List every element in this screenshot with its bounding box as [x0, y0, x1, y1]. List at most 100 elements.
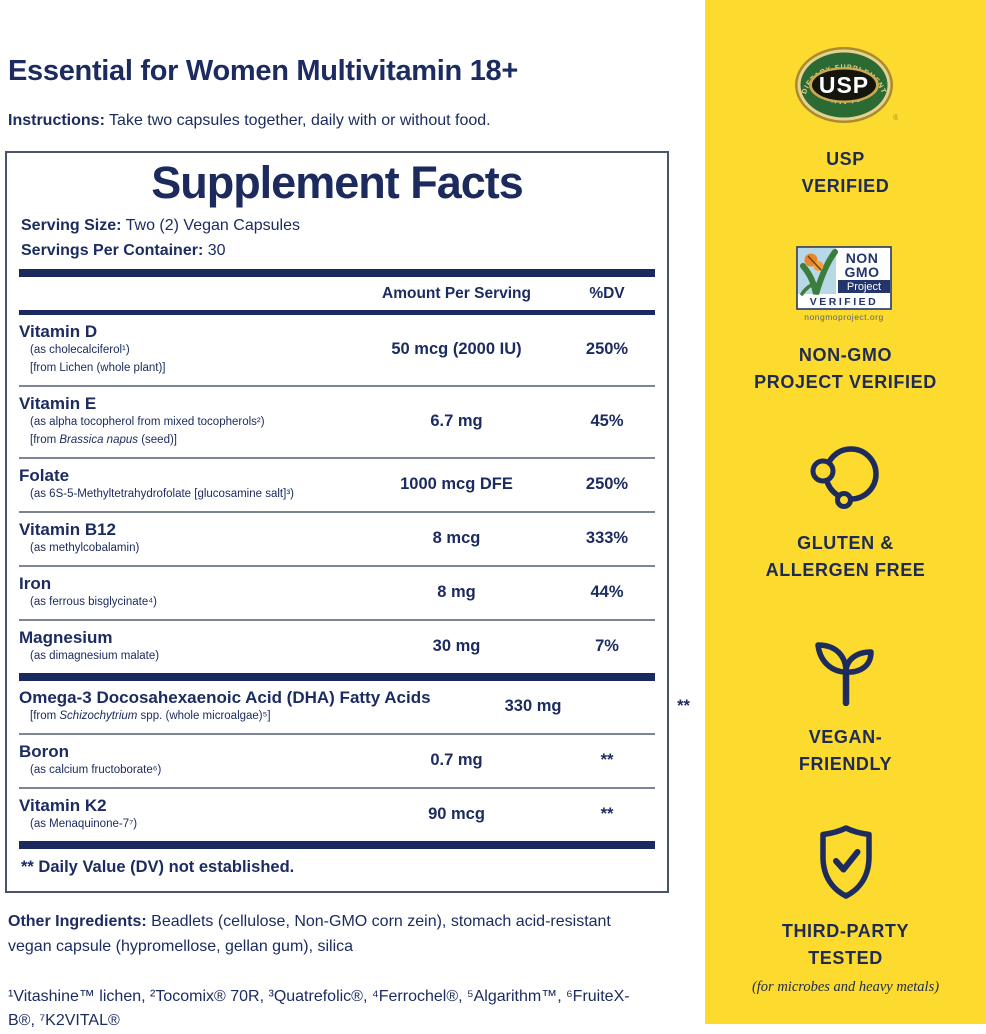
trademark-footnotes: ¹Vitashine™ lichen, ²Tocomix® 70R, ³Quat… — [8, 987, 630, 1030]
nutrient-row: Vitamin E (as alpha tocopherol from mixe… — [19, 387, 655, 457]
nutrient-amount: 6.7 mg — [430, 411, 483, 430]
nutrient-name-cell: Vitamin E (as alpha tocopherol from mixe… — [19, 393, 354, 450]
nongmo-label-line2: PROJECT VERIFIED — [754, 372, 937, 392]
nutrient-source-line: [from Schizochytrium spp. (whole microal… — [30, 710, 271, 723]
nutrient-amount: 90 mcg — [428, 804, 485, 823]
nutrient-name-cell: Iron (as ferrous bisglycinate⁴) — [19, 573, 354, 612]
nutrient-sources: (as calcium fructoborate⁶) — [19, 762, 354, 780]
nutrient-amount: 0.7 mg — [430, 750, 483, 769]
nutrient-name: Vitamin K2 — [19, 795, 107, 815]
servings-per-container-value: 30 — [207, 241, 226, 259]
nutrient-sources: (as ferrous bisglycinate⁴) — [19, 594, 354, 612]
nutrient-name: Omega-3 Docosahexaenoic Acid (DHA) Fatty… — [19, 687, 431, 707]
nutrient-name-cell: Vitamin K2 (as Menaquinone-7⁷) — [19, 795, 354, 834]
header-spacer — [19, 285, 354, 303]
usp-badge: DIETARY SUPPLEMENT VERIFIED USP ® USP VE… — [794, 44, 899, 200]
nutrient-name-cell: Omega-3 Docosahexaenoic Acid (DHA) Fatty… — [19, 687, 431, 726]
row-divider — [19, 384, 655, 387]
svg-text:nongmoproject.org: nongmoproject.org — [805, 312, 884, 322]
shield-check-icon — [812, 824, 880, 905]
sprout-leaf-icon — [810, 630, 882, 711]
section-divider-bar — [19, 840, 655, 849]
serving-size-label: Serving Size: — [21, 216, 122, 234]
svg-text:GMO: GMO — [845, 264, 880, 280]
nutrient-source-line: (as 6S-5-Methyltetrahydrofolate [glucosa… — [30, 487, 294, 500]
serving-size-value: Two (2) Vegan Capsules — [125, 216, 300, 234]
nutrient-sources: (as Menaquinone-7⁷) — [19, 816, 354, 834]
nutrient-row: Omega-3 Docosahexaenoic Acid (DHA) Fatty… — [19, 681, 690, 733]
nutrient-sources: (as alpha tocopherol from mixed tocopher… — [19, 414, 354, 450]
gluten-label-line2: ALLERGEN FREE — [765, 560, 926, 580]
nutrient-amount: 8 mg — [437, 582, 476, 601]
section-divider-bar — [19, 309, 655, 315]
vegan-label: VEGAN- FRIENDLY — [799, 724, 892, 778]
header-dv: %DV — [589, 284, 625, 302]
usp-label-line2: VERIFIED — [801, 176, 890, 196]
nutrient-source-line: (as dimagnesium malate) — [30, 649, 160, 662]
usp-label-line1: USP — [826, 149, 865, 169]
nutrient-row: Folate (as 6S-5-Methyltetrahydrofolate [… — [19, 459, 655, 511]
nongmo-logo-icon: NON GMO Project VERIFIED nongmoproject.o… — [796, 246, 894, 329]
gluten-badge: GLUTEN & ALLERGEN FREE — [766, 442, 926, 584]
svg-text:USP: USP — [818, 72, 868, 98]
nutrient-source-line: (as calcium fructoborate⁶) — [30, 764, 162, 777]
instructions-label: Instructions: — [8, 112, 105, 129]
serving-size: Serving Size: Two (2) Vegan Capsules — [21, 217, 655, 235]
supplement-facts-panel: Supplement Facts Serving Size: Two (2) V… — [5, 150, 690, 893]
nutrient-amount: 8 mcg — [432, 528, 481, 547]
nutrient-dv: ** — [600, 804, 614, 823]
gluten-label: GLUTEN & ALLERGEN FREE — [766, 530, 926, 584]
row-divider — [19, 564, 655, 567]
nutrient-source-line: [from Lichen (whole plant)] — [30, 361, 166, 374]
row-divider — [19, 456, 655, 459]
nutrient-dv: 45% — [590, 411, 624, 430]
dv-footnote: ** Daily Value (DV) not established. — [21, 857, 295, 876]
badges-panel: DIETARY SUPPLEMENT VERIFIED USP ® USP VE… — [705, 0, 986, 1024]
nutrient-dv: 44% — [590, 582, 624, 601]
nutrient-name: Vitamin B12 — [19, 519, 117, 539]
nutrient-source-line: (as methylcobalamin) — [30, 541, 140, 554]
svg-text:®: ® — [893, 113, 898, 122]
nutrient-name-cell: Vitamin D (as cholecalciferol¹) [from Lic… — [19, 321, 354, 378]
nutrient-source-line: (as cholecalciferol¹) — [30, 344, 130, 357]
nutrient-dv: 333% — [585, 528, 629, 547]
other-ingredients: Other Ingredients: Beadlets (cellulose, … — [8, 910, 658, 960]
instructions: Instructions: Take two capsules together… — [8, 111, 705, 132]
row-divider — [19, 732, 655, 735]
section-divider-bar — [19, 268, 655, 277]
nutrient-row: Vitamin B12 (as methylcobalamin) 8 mcg 3… — [19, 513, 655, 565]
nutrient-amount: 330 mg — [504, 696, 562, 715]
usp-label: USP VERIFIED — [802, 146, 890, 200]
other-ingredients-label: Other Ingredients: — [8, 912, 147, 930]
nutrient-name-cell: Vitamin B12 (as methylcobalamin) — [19, 519, 354, 558]
nutrient-sources: [from Schizochytrium spp. (whole microal… — [19, 708, 431, 726]
row-divider — [19, 510, 655, 513]
nutrient-dv: 7% — [595, 636, 619, 655]
tested-badge: THIRD-PARTY TESTED (for microbes and hea… — [752, 824, 939, 996]
nutrient-amount: 1000 mcg DFE — [400, 474, 513, 493]
nutrient-name: Vitamin D — [19, 321, 98, 341]
nutrient-name: Vitamin E — [19, 393, 97, 413]
nutrient-row: Boron (as calcium fructoborate⁶) 0.7 mg … — [19, 735, 655, 787]
nutrient-rows: Vitamin D (as cholecalciferol¹) [from Lic… — [19, 315, 690, 849]
row-divider — [19, 786, 655, 789]
nutrient-amount: 30 mg — [432, 636, 481, 655]
vegan-badge: VEGAN- FRIENDLY — [799, 630, 892, 778]
label-main: Essential for Women Multivitamin 18+ Ins… — [5, 55, 705, 1029]
nutrient-source-line: (as alpha tocopherol from mixed tocopher… — [30, 415, 265, 428]
nutrient-sources: (as methylcobalamin) — [19, 540, 354, 558]
nutrient-sources: (as 6S-5-Methyltetrahydrofolate [glucosa… — [19, 486, 354, 504]
nutrient-row: Vitamin D (as cholecalciferol¹) [from Lic… — [19, 315, 655, 385]
nutrient-name: Boron — [19, 741, 70, 761]
nongmo-badge: NON GMO Project VERIFIED nongmoproject.o… — [754, 246, 937, 396]
svg-text:NON: NON — [846, 250, 879, 266]
nutrient-source-line: [from Brassica napus (seed)] — [30, 433, 178, 446]
nongmo-label: NON-GMO PROJECT VERIFIED — [754, 342, 937, 396]
table-header: Amount Per Serving %DV — [19, 277, 655, 310]
nutrient-sources: (as dimagnesium malate) — [19, 648, 354, 666]
tested-label-line2: TESTED — [808, 948, 883, 968]
nutrient-row: Iron (as ferrous bisglycinate⁴) 8 mg 44% — [19, 567, 655, 619]
svg-text:VERIFIED: VERIFIED — [810, 296, 878, 308]
nutrient-source-line: (as Menaquinone-7⁷) — [30, 818, 138, 831]
